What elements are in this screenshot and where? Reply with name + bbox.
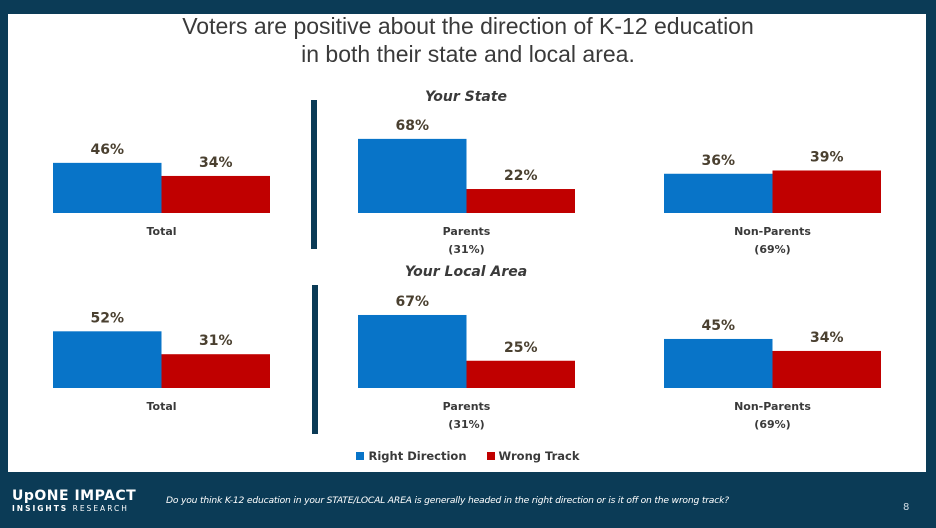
bar-wrong-track [466, 189, 575, 213]
divider-state [311, 100, 317, 249]
upone-impact-logo: UpONE IMPACT INSIGHTS RESEARCH [12, 489, 136, 514]
section-title-your-state: Your State [424, 89, 508, 105]
legend-swatch-right-direction [356, 452, 365, 460]
title-line-1: Voters are positive about the direction … [182, 13, 754, 39]
category-subtitle: (31%) [448, 243, 484, 256]
category-subtitle: (69%) [754, 243, 790, 256]
slide-title: Voters are positive about the direction … [0, 12, 936, 68]
data-label-wrong-track: 31% [199, 333, 233, 349]
slide-panel [8, 14, 926, 472]
data-label-wrong-track: 39% [810, 149, 844, 165]
logo-line-2: INSIGHTS RESEARCH [12, 504, 136, 514]
data-label-wrong-track: 34% [199, 155, 233, 171]
category-label: Total [146, 225, 176, 238]
divider-local [312, 285, 318, 434]
bar-wrong-track [161, 175, 270, 213]
bar-wrong-track [466, 360, 575, 388]
data-label-right-direction: 36% [701, 153, 735, 169]
data-label-wrong-track: 34% [810, 330, 844, 346]
bar-right-direction [664, 173, 773, 213]
data-label-wrong-track: 22% [504, 168, 538, 184]
category-label: Parents [443, 225, 491, 238]
legend-item-wrong-track: Wrong Track [486, 449, 580, 463]
logo-insights: INSIGHTS [12, 504, 69, 513]
section-title-your-local-area: Your Local Area [404, 264, 528, 280]
page-number: 8 [903, 502, 910, 513]
category-label: Parents [443, 400, 491, 413]
logo-research: RESEARCH [72, 504, 129, 513]
bar-wrong-track [772, 170, 881, 213]
data-label-right-direction: 52% [90, 310, 124, 326]
data-label-wrong-track: 25% [504, 340, 538, 356]
bar-wrong-track [161, 354, 270, 388]
legend-item-right-direction: Right Direction [356, 449, 467, 463]
legend-label: Wrong Track [498, 449, 580, 463]
bar-right-direction [53, 331, 162, 388]
survey-question: Do you think K-12 education in your STAT… [166, 495, 729, 506]
data-label-right-direction: 45% [701, 318, 735, 334]
category-subtitle: (69%) [754, 418, 790, 431]
bar-wrong-track [772, 350, 881, 388]
bar-right-direction [358, 314, 467, 388]
bar-right-direction [664, 338, 773, 388]
category-label: Non-Parents [734, 225, 811, 238]
legend-label: Right Direction [368, 449, 467, 463]
data-label-right-direction: 67% [395, 294, 429, 310]
legend: Right Direction Wrong Track [0, 449, 936, 463]
title-line-2: in both their state and local area. [301, 41, 635, 67]
legend-swatch-wrong-track [486, 452, 495, 460]
data-label-right-direction: 68% [395, 118, 429, 134]
footer: UpONE IMPACT INSIGHTS RESEARCH Do you th… [0, 472, 936, 528]
bar-right-direction [358, 138, 467, 213]
data-label-right-direction: 46% [90, 142, 124, 158]
category-label: Total [146, 400, 176, 413]
bar-right-direction [53, 162, 162, 213]
logo-line-1: UpONE IMPACT [12, 488, 137, 504]
category-subtitle: (31%) [448, 418, 484, 431]
category-label: Non-Parents [734, 400, 811, 413]
